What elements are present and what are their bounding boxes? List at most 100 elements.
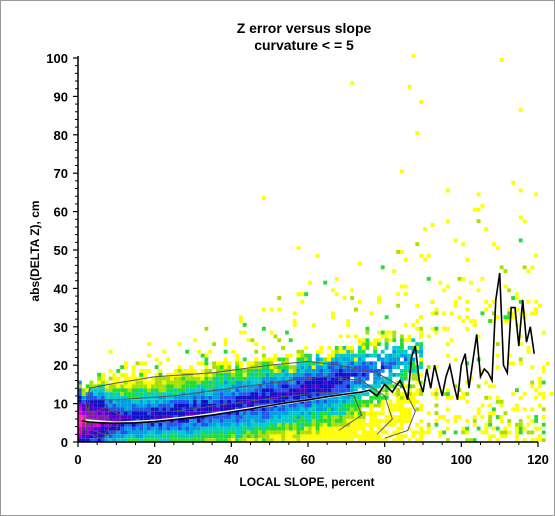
density-cell bbox=[139, 380, 144, 385]
density-cell bbox=[300, 438, 305, 443]
density-cell bbox=[139, 430, 144, 435]
density-cell bbox=[166, 426, 171, 431]
density-cell bbox=[338, 426, 343, 431]
density-cell bbox=[369, 361, 374, 366]
density-cell bbox=[81, 403, 86, 408]
density-cell bbox=[101, 399, 105, 404]
density-cell bbox=[154, 403, 159, 408]
density-cell bbox=[288, 434, 293, 439]
density-cell bbox=[434, 422, 439, 427]
density-cell bbox=[346, 407, 351, 412]
density-cell bbox=[154, 426, 159, 431]
density-cell bbox=[262, 376, 266, 381]
density-cell bbox=[430, 392, 435, 396]
density-cell bbox=[250, 430, 255, 435]
density-cell bbox=[419, 342, 424, 347]
density-cell bbox=[515, 296, 519, 300]
density-cell bbox=[311, 365, 316, 370]
density-cell bbox=[277, 372, 282, 377]
density-cell bbox=[150, 403, 155, 408]
density-cell bbox=[242, 415, 247, 419]
density-cell bbox=[108, 411, 113, 416]
density-cell bbox=[177, 342, 182, 347]
density-cell bbox=[346, 353, 351, 358]
density-cell bbox=[304, 426, 309, 431]
density-cell bbox=[495, 395, 500, 400]
density-cell bbox=[173, 388, 178, 393]
density-cell bbox=[331, 415, 335, 419]
density-cell bbox=[346, 357, 351, 362]
density-cell bbox=[108, 438, 113, 443]
density-cell bbox=[262, 388, 266, 393]
density-cell bbox=[342, 365, 347, 370]
density-cell bbox=[162, 415, 167, 419]
density-cell bbox=[235, 399, 240, 404]
density-cell bbox=[162, 438, 167, 443]
density-cell bbox=[288, 353, 293, 358]
density-cell bbox=[246, 388, 251, 393]
density-cell bbox=[269, 388, 274, 393]
density-cell bbox=[158, 369, 163, 373]
outlier-point bbox=[465, 257, 470, 262]
density-cell bbox=[193, 430, 197, 435]
density-cell bbox=[150, 426, 155, 431]
density-cell bbox=[216, 380, 220, 385]
density-cell bbox=[200, 411, 205, 416]
density-cell bbox=[304, 346, 309, 350]
density-cell bbox=[518, 422, 523, 427]
density-cell bbox=[258, 438, 263, 443]
density-cell bbox=[285, 369, 289, 373]
density-cell bbox=[357, 426, 362, 431]
density-cell bbox=[93, 388, 98, 393]
density-cell bbox=[93, 438, 98, 443]
density-cell bbox=[342, 419, 347, 423]
density-cell bbox=[265, 426, 270, 431]
outlier-point bbox=[415, 131, 420, 135]
density-cell bbox=[265, 399, 270, 404]
density-cell bbox=[350, 395, 355, 400]
density-cell bbox=[400, 426, 404, 431]
density-cell bbox=[231, 392, 236, 396]
density-cell bbox=[127, 392, 132, 396]
density-cell bbox=[380, 380, 385, 385]
density-cell bbox=[331, 407, 335, 412]
density-cell bbox=[465, 392, 470, 396]
density-cell bbox=[304, 353, 309, 358]
density-cell bbox=[277, 422, 282, 427]
density-cell bbox=[93, 407, 98, 412]
density-cell bbox=[139, 426, 144, 431]
density-cell bbox=[204, 361, 209, 366]
density-cell bbox=[446, 353, 450, 358]
density-cell bbox=[327, 415, 332, 419]
density-cell bbox=[281, 388, 286, 393]
density-cell bbox=[488, 395, 493, 400]
density-cell bbox=[219, 392, 224, 396]
density-cell bbox=[112, 438, 117, 443]
density-cell bbox=[216, 415, 220, 419]
density-cell bbox=[411, 372, 416, 377]
density-cell bbox=[392, 392, 397, 396]
density-cell bbox=[350, 349, 355, 354]
density-cell bbox=[300, 380, 305, 385]
density-cell bbox=[296, 353, 301, 358]
density-cell bbox=[334, 415, 339, 419]
density-cell bbox=[377, 330, 381, 335]
density-cell bbox=[166, 392, 171, 396]
density-cell bbox=[311, 399, 316, 404]
density-cell bbox=[219, 380, 224, 385]
density-cell bbox=[246, 430, 251, 435]
density-cell bbox=[361, 365, 366, 370]
density-cell bbox=[304, 388, 309, 393]
density-cell bbox=[196, 407, 201, 412]
contour-line bbox=[81, 360, 416, 439]
density-cell bbox=[239, 365, 243, 370]
density-cell bbox=[85, 438, 90, 443]
density-cell bbox=[127, 399, 132, 404]
density-cell bbox=[124, 384, 128, 389]
density-cell bbox=[78, 434, 82, 439]
density-cell bbox=[518, 215, 523, 220]
density-cell bbox=[246, 426, 251, 431]
density-cell bbox=[396, 361, 401, 366]
density-cell bbox=[534, 395, 539, 400]
density-cell bbox=[281, 422, 286, 427]
